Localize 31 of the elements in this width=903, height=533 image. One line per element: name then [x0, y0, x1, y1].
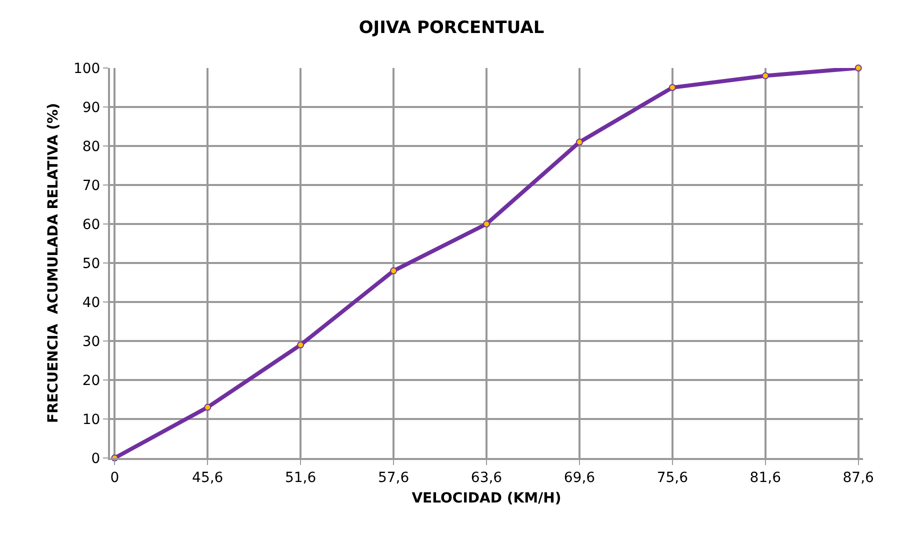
- y-tick-label: 20: [82, 372, 100, 389]
- y-tick-label: 30: [82, 334, 100, 350]
- y-tick-label: 60: [82, 216, 100, 233]
- x-tick-label: 51,6: [284, 470, 316, 486]
- point: [483, 220, 490, 228]
- y-tick-label: 80: [82, 138, 100, 155]
- point: [204, 404, 212, 411]
- x-tick-label: 0: [110, 470, 120, 486]
- y-tick-label: 70: [82, 178, 100, 194]
- y-tick-label: 0: [91, 450, 100, 467]
- y-tick-label: 10: [82, 412, 100, 428]
- y-tick-label: 90: [82, 100, 100, 116]
- x-tick-label: 69,6: [564, 470, 596, 486]
- point: [576, 138, 583, 146]
- x-tick-label: 75,6: [656, 470, 688, 486]
- point: [297, 341, 304, 348]
- y-tick-label: 40: [82, 294, 100, 311]
- y-tick-label: 100: [73, 60, 100, 77]
- x-axis-title: VELOCIDAD (KM/H): [412, 490, 562, 507]
- chart-title: OJIVA PORCENTUAL: [358, 18, 544, 38]
- point: [854, 64, 862, 72]
- y-tick-label: 50: [82, 256, 100, 272]
- point: [390, 267, 398, 274]
- x-tick-label: 87,6: [842, 470, 874, 486]
- x-tick-label: 57,6: [378, 470, 410, 486]
- point: [762, 72, 769, 80]
- x-tick-label: 45,6: [192, 470, 224, 486]
- x-tick-label: 63,6: [470, 470, 502, 486]
- x-tick-label: 81,6: [750, 470, 782, 486]
- point: [668, 84, 676, 91]
- y-axis-title: FRECUENCIA ACUMULADA RELATIVA (%): [46, 103, 62, 423]
